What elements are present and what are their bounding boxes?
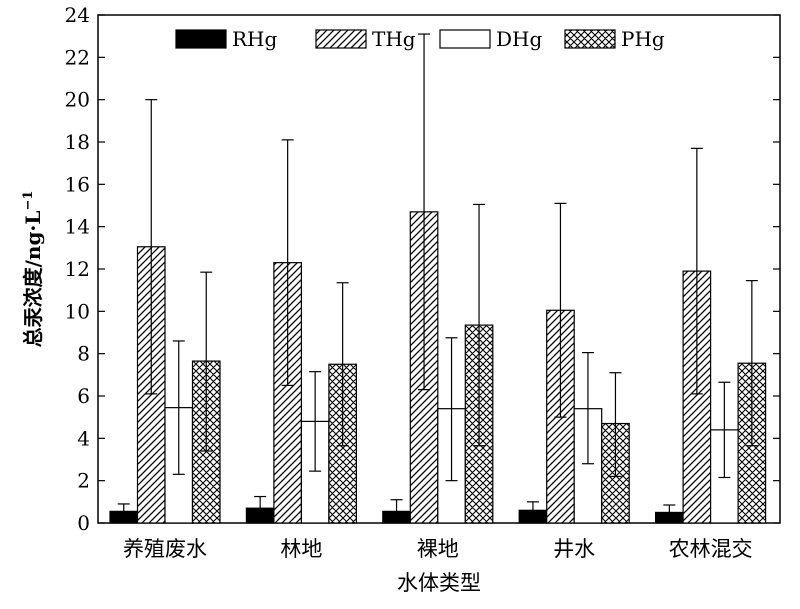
y-axis-title-main: 总汞浓度/ng·L (21, 211, 45, 348)
y-axis-title-superscript: −1 (21, 191, 36, 211)
y-tick-label: 2 (77, 469, 90, 493)
bar-rhg (654, 511, 684, 524)
bar-rhg (109, 510, 139, 524)
y-tick-label: 10 (65, 299, 90, 323)
x-tick-label: 裸地 (417, 537, 459, 561)
y-tick-label: 20 (65, 88, 90, 112)
y-axis-title: 总汞浓度/ng·L−1 (21, 191, 45, 348)
x-axis-title: 水体类型 (397, 571, 481, 595)
y-tick-label: 18 (65, 130, 90, 154)
y-tick-label: 4 (77, 426, 90, 450)
legend-label-thg: THg (372, 27, 416, 51)
x-tick-label: 养殖废水 (123, 537, 207, 561)
y-tick-label: 0 (77, 511, 90, 535)
y-tick-label: 12 (65, 257, 90, 281)
y-tick-label: 16 (65, 172, 90, 196)
legend-swatch-phg (564, 29, 616, 49)
legend-swatch-thg (315, 29, 367, 49)
legend-label-rhg: RHg (232, 27, 278, 51)
y-tick-label: 6 (77, 384, 90, 408)
bar-rhg (518, 509, 548, 524)
x-axis: 养殖废水 林地 裸地 井水 农林混交 (123, 537, 753, 561)
y-tick-label: 24 (65, 3, 90, 27)
legend-swatch-rhg (175, 29, 227, 49)
x-tick-label: 井水 (553, 537, 595, 561)
y-tick-label: 8 (77, 342, 90, 366)
y-tick-label: 22 (65, 45, 90, 69)
x-tick-label: 林地 (280, 537, 322, 561)
legend-swatch-dhg (439, 29, 491, 49)
bar-rhg (382, 510, 411, 524)
bar-rhg (245, 507, 275, 524)
legend-label-dhg: DHg (496, 27, 542, 51)
legend-label-phg: PHg (621, 27, 665, 51)
bar-series-group (109, 211, 767, 524)
y-tick-label: 14 (65, 215, 90, 239)
legend: RHg THg DHg PHg (175, 27, 665, 51)
x-tick-label: 农林混交 (669, 537, 753, 561)
error-bar-group (117, 33, 758, 513)
